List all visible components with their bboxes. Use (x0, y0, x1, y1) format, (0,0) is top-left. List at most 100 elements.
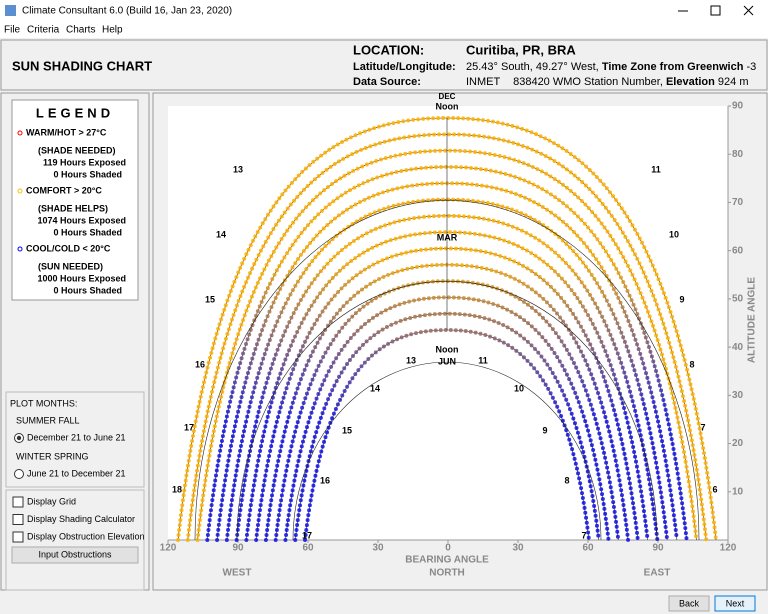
menu-item[interactable]: Help (102, 25, 123, 36)
x-tick-label: 30 (512, 543, 524, 554)
x-tick-label: 90 (232, 543, 244, 554)
y-tick-label: 80 (732, 149, 744, 160)
back-label: Back (679, 598, 700, 608)
station: 838420 WMO Station Number, (513, 76, 663, 88)
source: INMET (466, 76, 501, 88)
hour-label: 15 (342, 425, 352, 435)
y-tick-label: 60 (732, 245, 744, 256)
radio-label: December 21 to June 21 (27, 432, 126, 442)
legend-shaded: 0 Hours Shaded (53, 285, 122, 295)
checkbox-label: Display Obstruction Elevation (27, 531, 145, 541)
x-tick-label: 30 (372, 543, 384, 554)
legend-need: (SHADE HELPS) (38, 203, 108, 213)
legend-exposed: 119 Hours Exposed (43, 157, 126, 167)
source-label: Data Source: (353, 76, 421, 88)
hour-label: 16 (195, 359, 205, 369)
hour-label: 16 (320, 475, 330, 485)
checkbox-label: Display Shading Calculator (27, 514, 135, 524)
legend-category: COMFORT > 20°C (26, 185, 102, 195)
hour-label: 9 (679, 294, 684, 304)
x-tick-label: 0 (445, 543, 451, 554)
location-label: LOCATION: (353, 42, 424, 57)
checkbox[interactable] (13, 532, 23, 542)
radio-dot (17, 436, 21, 440)
x-tick-label: 60 (582, 543, 594, 554)
legend-category: WARM/HOT > 27°C (26, 127, 107, 137)
hour-label: 17 (184, 422, 194, 432)
hour-label: 8 (564, 475, 569, 485)
plot-area (168, 106, 728, 540)
legend-need: (SHADE NEEDED) (38, 145, 116, 155)
menu-item[interactable]: Criteria (27, 25, 60, 36)
month-label: MAR (437, 232, 458, 242)
next-label: Next (726, 598, 745, 608)
hour-label: 14 (216, 229, 226, 239)
y-tick-label: 50 (732, 294, 744, 305)
month-label: JUN (438, 356, 456, 366)
noon-label: Noon (436, 101, 459, 111)
window-title: Climate Consultant 6.0 (Build 16, Jan 23… (22, 6, 232, 17)
west-label: WEST (223, 568, 252, 579)
hour-label: 10 (669, 229, 679, 239)
y-tick-label: 20 (732, 438, 744, 449)
hour-label: 15 (205, 294, 215, 304)
legend-shaded: 0 Hours Shaded (53, 227, 122, 237)
x-tick-label: 120 (160, 543, 177, 554)
location: Curitiba, PR, BRA (466, 42, 576, 57)
y-tick-label: 30 (732, 390, 744, 401)
x-axis-sublabel: NORTH (429, 568, 465, 579)
hour-label: 9 (542, 425, 547, 435)
x-tick-label: 120 (720, 543, 737, 554)
east-label: EAST (644, 568, 671, 579)
radio-label: June 21 to December 21 (27, 468, 126, 478)
latlong-label: Latitude/Longitude: (353, 61, 456, 73)
month-label: DEC (439, 92, 456, 101)
elevation: 924 m (718, 76, 749, 88)
app-icon (5, 5, 16, 16)
checkbox[interactable] (13, 497, 23, 507)
hour-label: 8 (689, 359, 694, 369)
hour-label: 11 (478, 355, 488, 365)
hour-label: 11 (651, 164, 661, 174)
button-label: Input Obstructions (38, 549, 112, 559)
menu-item[interactable]: File (4, 25, 21, 36)
y-tick-label: 70 (732, 197, 744, 208)
menu-item[interactable]: Charts (66, 25, 95, 36)
legend-shaded: 0 Hours Shaded (53, 169, 122, 179)
plot-months-title: PLOT MONTHS: (10, 398, 77, 408)
y-tick-label: 90 (732, 101, 744, 112)
x-tick-label: 60 (302, 543, 314, 554)
y-axis-label: ALTITUDE ANGLE (747, 277, 758, 363)
noon-label: Noon (436, 344, 459, 354)
radio-button[interactable] (15, 470, 24, 479)
hour-label: 14 (370, 383, 380, 393)
x-axis-label: BEARING ANGLE (405, 555, 489, 566)
checkbox-label: Display Grid (27, 496, 76, 506)
legend-need: (SUN NEEDED) (38, 261, 103, 271)
legend-exposed: 1000 Hours Exposed (37, 273, 126, 283)
timezone: -3 (746, 61, 756, 73)
legend-title: LEGEND (36, 105, 114, 120)
x-tick-label: 90 (652, 543, 664, 554)
hour-label: 13 (406, 355, 416, 365)
legend-exposed: 1074 Hours Exposed (37, 215, 126, 225)
hour-label: 13 (233, 164, 243, 174)
option-group: WINTER SPRING (16, 451, 89, 461)
latlong: 25.43° South, 49.27° West, (466, 61, 599, 73)
hour-label: 7 (581, 530, 586, 540)
checkbox[interactable] (13, 515, 23, 525)
elevation-label: Elevation (666, 76, 715, 88)
hour-label: 18 (172, 484, 182, 494)
option-group: SUMMER FALL (16, 415, 80, 425)
timezone-label: Time Zone from Greenwich (602, 61, 744, 73)
latlong-line: 25.43° South, 49.27° West, Time Zone fro… (466, 61, 756, 73)
hour-label: 17 (302, 530, 312, 540)
hour-label: 7 (700, 422, 705, 432)
legend-category: COOL/COLD < 20°C (26, 243, 111, 253)
hour-label: 6 (712, 484, 717, 494)
y-tick-label: 10 (732, 486, 744, 497)
hour-label: 10 (514, 383, 524, 393)
chart-name: SUN SHADING CHART (12, 58, 152, 73)
y-tick-label: 40 (732, 342, 744, 353)
